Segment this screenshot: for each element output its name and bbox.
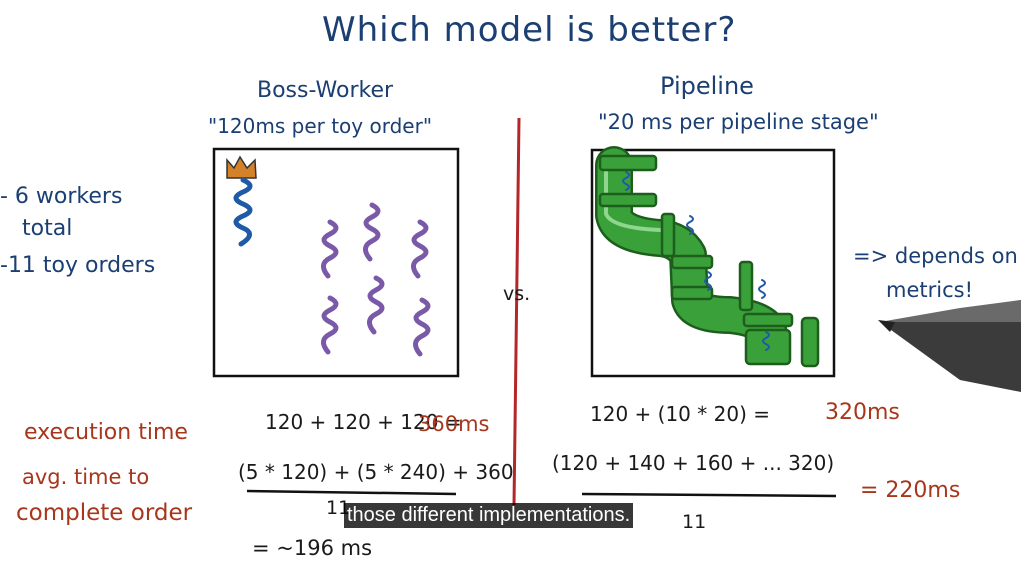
pipeline-panel [590,146,836,378]
pl-exec-result: 320ms [825,400,900,425]
pl-avg-result: = 220ms [860,478,961,503]
execution-time-label: execution time [24,420,188,445]
conclusion-line1: => depends on [853,244,1018,268]
orders-note: -11 toy orders [0,253,156,278]
vs-label: vs. [503,283,531,305]
conclusion-line2: metrics! [886,278,973,302]
worker-thread-icon [413,297,431,357]
worker-thread-icon [321,295,339,355]
crown-icon [226,155,257,179]
bw-exec-result: 360ms [418,412,490,436]
bw-fraction-bar [246,489,457,496]
worker-thread-icon [411,219,429,279]
boss-worker-title: Boss-Worker [257,78,394,103]
bw-avg-result: = ~196 ms [252,536,373,560]
bw-avg-numerator: (5 * 120) + (5 * 240) + 360 [238,460,514,484]
avg-time-label-line1: avg. time to [22,465,150,489]
pipeline-subtitle: "20 ms per pipeline stage" [598,110,879,134]
worker-thread-icon [321,219,339,279]
boss-thread-icon [233,177,253,247]
workers-note: - 6 workers [0,184,123,209]
pl-fraction-bar [581,492,837,498]
pl-exec-equation: 120 + (10 * 20) = [590,402,770,426]
avg-time-label-line2: complete order [16,500,193,526]
pl-avg-denominator: 11 [682,511,707,533]
pipeline-title: Pipeline [660,72,754,100]
workers-note-total: total [22,216,73,241]
worker-thread-icon [363,202,381,262]
boss-worker-subtitle: "120ms per toy order" [208,114,433,138]
vertical-divider [512,117,521,506]
worker-threads [321,202,431,357]
pl-avg-numerator: (120 + 140 + 160 + ... 320) [552,451,835,475]
pipe-icon [595,146,820,368]
boss-worker-panel [212,147,460,378]
subtitle-caption: those different implementations. [344,503,634,528]
page-title: Which model is better? [322,10,737,50]
pen-icon [878,300,1021,392]
worker-thread-icon [367,275,385,335]
bw-exec-equation: 120 + 120 + 120 = [265,410,462,434]
